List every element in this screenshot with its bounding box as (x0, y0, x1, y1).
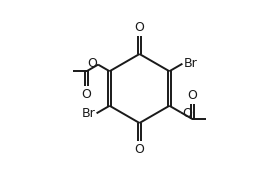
Text: O: O (87, 57, 97, 70)
Text: O: O (82, 88, 92, 101)
Text: Br: Br (81, 107, 95, 121)
Text: O: O (134, 143, 145, 156)
Text: O: O (182, 107, 192, 120)
Text: Br: Br (184, 56, 198, 70)
Text: O: O (134, 21, 145, 34)
Text: O: O (187, 89, 197, 102)
